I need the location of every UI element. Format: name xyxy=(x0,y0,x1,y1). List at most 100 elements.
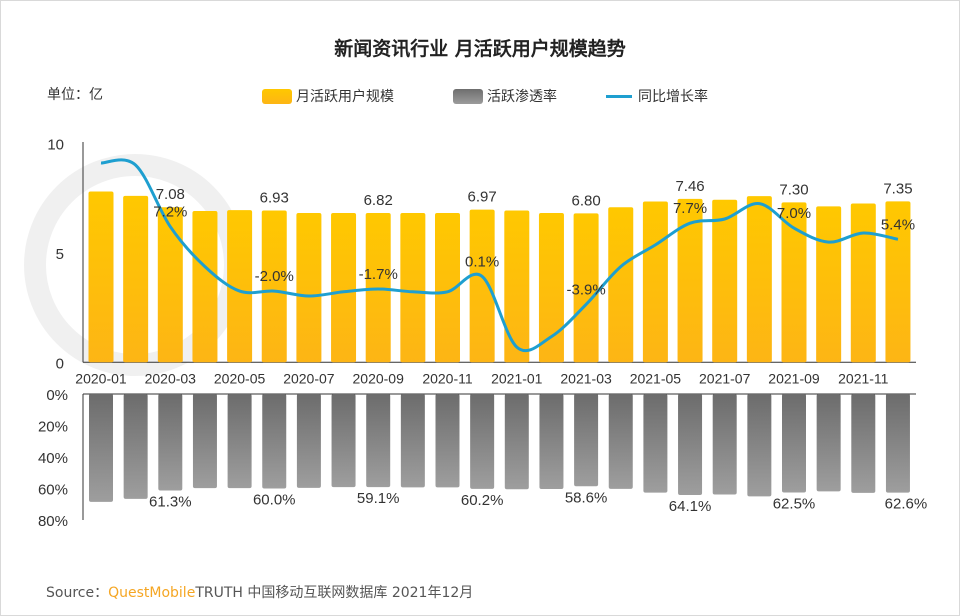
mau-data-label: 6.82 xyxy=(364,192,393,209)
penetration-bar xyxy=(782,394,806,493)
mau-bar xyxy=(157,207,183,363)
mau-bar xyxy=(816,206,842,363)
source-brand: QuestMobile xyxy=(108,585,196,601)
mau-data-label: 6.80 xyxy=(571,192,600,209)
mau-bar xyxy=(504,210,530,363)
legend-label: 活跃渗透率 xyxy=(487,89,557,105)
x-tick-label: 2021-11 xyxy=(838,370,889,386)
legend-swatch-gray-bar xyxy=(453,88,483,104)
penetration-data-label: 58.6% xyxy=(565,489,608,506)
penetration-data-label: 61.3% xyxy=(149,494,192,511)
x-tick-label: 2020-03 xyxy=(145,370,197,386)
penetration-data-label: 62.6% xyxy=(885,496,928,513)
x-tick-label: 2021-09 xyxy=(768,370,820,386)
legend-item-mau: 月活跃用户规模 xyxy=(262,86,394,106)
penetration-bar xyxy=(643,394,668,493)
penetration-bar xyxy=(678,394,703,495)
mau-bar xyxy=(642,201,668,363)
mau-bar xyxy=(677,198,703,363)
x-tick-label: 2020-01 xyxy=(75,370,127,386)
unit-label: 单位：亿 xyxy=(47,87,103,103)
mau-bar xyxy=(781,202,807,363)
penetration-bar xyxy=(470,394,495,489)
penetration-bar xyxy=(400,394,425,488)
legend-label: 月活跃用户规模 xyxy=(296,89,394,105)
mau-bar xyxy=(746,196,772,363)
x-tick-label: 2021-01 xyxy=(491,370,543,386)
x-tick-label: 2020-09 xyxy=(353,370,405,386)
growth-data-label: 7.2% xyxy=(153,204,187,221)
penetration-y-tick-label: 0% xyxy=(46,387,68,404)
penetration-data-label: 62.5% xyxy=(773,495,816,512)
source-prefix: Source： xyxy=(46,585,109,601)
mau-data-label: 7.35 xyxy=(883,180,912,197)
penetration-bar xyxy=(296,394,321,488)
legend-label: 同比增长率 xyxy=(638,89,708,105)
mau-bar xyxy=(296,212,322,363)
penetration-bar xyxy=(89,394,113,502)
legend-swatch-line xyxy=(606,94,632,98)
mau-bar xyxy=(435,212,460,363)
mau-data-label: 6.93 xyxy=(260,190,289,207)
legend-item-growth: 同比增长率 xyxy=(606,86,708,106)
mau-bar xyxy=(885,201,911,363)
legend-swatch-bar xyxy=(262,88,292,104)
mau-bar xyxy=(712,199,738,363)
x-tick-label: 2021-07 xyxy=(699,370,751,386)
penetration-bar xyxy=(816,394,841,492)
source-text: TRUTH 中国移动互联网数据库 2021年12月 xyxy=(195,585,474,601)
growth-data-label: -1.7% xyxy=(359,266,398,283)
y-tick-label: 0 xyxy=(56,355,64,372)
penetration-data-label: 64.1% xyxy=(669,498,712,515)
mau-bar xyxy=(88,191,114,363)
penetration-bar xyxy=(885,394,910,493)
chart-title: 新闻资讯行业 月活跃用户规模趋势 xyxy=(334,38,626,60)
penetration-y-tick-label: 20% xyxy=(38,419,68,436)
penetration-bar xyxy=(227,394,252,489)
penetration-data-label: 60.0% xyxy=(253,492,296,509)
mau-bar xyxy=(400,212,426,363)
growth-data-label: 0.1% xyxy=(465,253,499,270)
penetration-data-label: 59.1% xyxy=(357,490,400,507)
growth-data-label: -2.0% xyxy=(255,268,294,285)
y-tick-label: 10 xyxy=(47,136,64,153)
penetration-bar xyxy=(851,394,876,493)
penetration-y-tick-label: 80% xyxy=(38,513,68,530)
penetration-bar xyxy=(712,394,737,495)
mau-bar xyxy=(573,213,599,363)
penetration-bar xyxy=(123,394,148,499)
growth-data-label: 7.7% xyxy=(673,200,707,217)
penetration-bar xyxy=(192,394,217,489)
penetration-bar xyxy=(608,394,633,489)
x-tick-label: 2020-07 xyxy=(283,370,335,386)
mau-data-label: 6.97 xyxy=(468,189,497,206)
x-tick-label: 2021-03 xyxy=(560,370,612,386)
growth-data-label: 5.4% xyxy=(881,216,915,233)
penetration-bar xyxy=(539,394,564,489)
source-note: Source：QuestMobileTRUTH 中国移动互联网数据库 2021年… xyxy=(46,582,473,602)
penetration-y-tick-label: 40% xyxy=(38,450,68,467)
legend-item-penetration: 活跃渗透率 xyxy=(453,86,557,106)
y-tick-label: 5 xyxy=(56,246,64,263)
mau-bar xyxy=(227,210,253,363)
x-tick-label: 2020-11 xyxy=(422,370,473,386)
mau-data-label: 7.30 xyxy=(779,181,808,198)
penetration-bar xyxy=(262,394,287,489)
mau-bar xyxy=(261,210,287,363)
penetration-y-tick-label: 60% xyxy=(38,482,68,499)
mau-bar xyxy=(608,207,634,363)
penetration-bar xyxy=(435,394,460,488)
penetration-bar xyxy=(366,394,391,488)
mau-bar xyxy=(123,195,149,363)
mau-data-label: 7.08 xyxy=(156,186,185,203)
penetration-bar xyxy=(331,394,356,488)
mau-bar xyxy=(538,212,564,363)
mau-bar xyxy=(850,203,876,363)
growth-data-label: 7.0% xyxy=(777,205,811,222)
penetration-bar xyxy=(158,394,183,491)
penetration-bar xyxy=(747,394,772,497)
x-tick-label: 2020-05 xyxy=(214,370,266,386)
penetration-bar xyxy=(504,394,529,490)
penetration-data-label: 60.2% xyxy=(461,492,504,509)
